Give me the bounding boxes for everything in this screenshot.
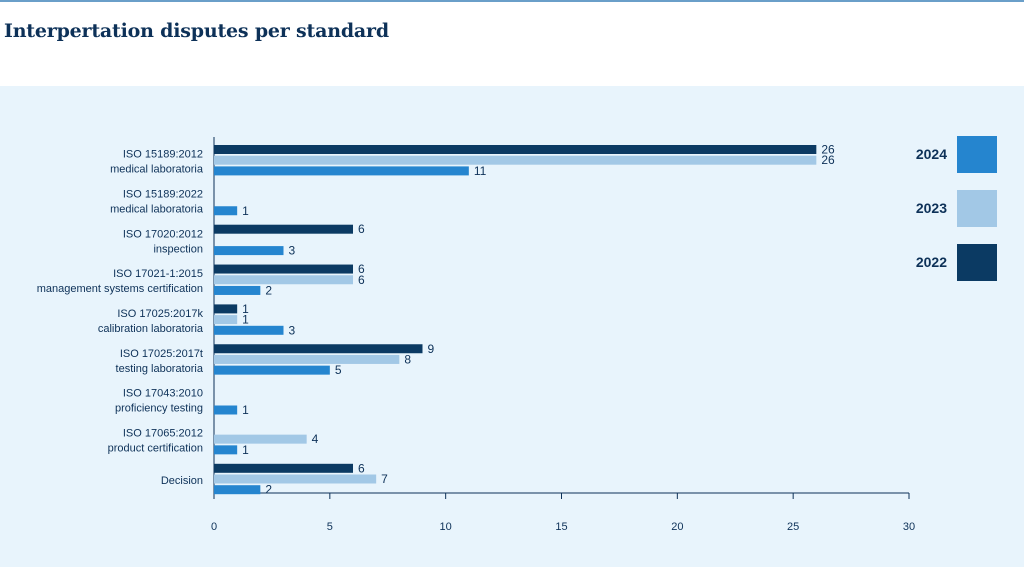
- x-tick-label: 15: [555, 521, 567, 533]
- bar-2024: [214, 206, 238, 216]
- top-rule: [0, 0, 1024, 2]
- x-tick-label: 10: [440, 521, 452, 533]
- value-label: 26: [821, 143, 835, 157]
- category-label: inspection: [153, 243, 203, 255]
- bar-2024: [214, 285, 261, 295]
- value-label: 6: [358, 222, 365, 236]
- category-label: calibration laboratoria: [98, 323, 204, 335]
- legend-swatch: [957, 136, 997, 173]
- bar-2022: [214, 224, 353, 234]
- value-label: 1: [242, 403, 249, 417]
- value-label: 3: [289, 323, 296, 337]
- category-label: product certification: [108, 443, 203, 455]
- value-label: 5: [335, 363, 342, 377]
- bar-2024: [214, 166, 469, 176]
- category-label: medical laboratoria: [110, 164, 204, 176]
- legend-label: 2022: [916, 254, 947, 270]
- bar-2024: [214, 445, 238, 455]
- value-label: 26: [821, 153, 835, 167]
- category-label: ISO 15189:2012: [123, 149, 203, 161]
- legend-swatch: [957, 244, 997, 281]
- page-title: Interpertation disputes per standard: [4, 20, 389, 42]
- bar-2024: [214, 325, 284, 335]
- x-tick-label: 5: [327, 521, 333, 533]
- category-label: ISO 17025:2017k: [117, 308, 203, 320]
- bar-2023: [214, 354, 400, 364]
- value-label: 11: [474, 164, 487, 178]
- value-label: 1: [242, 204, 249, 218]
- category-label: ISO 17025:2017t: [120, 348, 203, 360]
- bar-2022: [214, 145, 817, 154]
- x-tick-label: 20: [671, 521, 683, 533]
- category-label: ISO 17065:2012: [123, 428, 203, 440]
- value-label: 2: [265, 483, 272, 497]
- value-label: 4: [312, 432, 319, 446]
- value-label: 1: [242, 443, 249, 457]
- x-tick-label: 25: [787, 521, 799, 533]
- value-label: 1: [242, 302, 249, 316]
- value-label: 1: [242, 313, 249, 327]
- category-label: ISO 17043:2010: [123, 388, 203, 400]
- value-label: 8: [404, 352, 411, 366]
- bar-2024: [214, 365, 330, 375]
- legend-label: 2024: [916, 146, 947, 162]
- bar-2023: [214, 315, 238, 325]
- legend-label: 2023: [916, 200, 947, 216]
- category-label: Decision: [161, 475, 203, 487]
- category-label: ISO 17020:2012: [123, 228, 203, 240]
- value-label: 7: [381, 472, 388, 486]
- bar-2022: [214, 463, 353, 473]
- x-tick-label: 0: [211, 521, 217, 533]
- category-label: ISO 15189:2022: [123, 188, 203, 200]
- bar-2022: [214, 344, 423, 354]
- value-label: 6: [358, 262, 365, 276]
- category-label: medical laboratoria: [110, 203, 204, 215]
- value-label: 2: [265, 283, 272, 297]
- value-label: 6: [358, 273, 365, 287]
- value-label: 3: [289, 244, 296, 258]
- bar-2023: [214, 474, 377, 484]
- x-tick-label: 30: [903, 521, 915, 533]
- bar-2023: [214, 434, 307, 444]
- category-label: proficiency testing: [115, 403, 203, 415]
- bar-2022: [214, 264, 353, 274]
- category-label: ISO 17021-1:2015: [113, 268, 203, 280]
- chart-panel: [0, 86, 1024, 567]
- value-label: 6: [358, 461, 365, 475]
- bar-2024: [214, 405, 238, 415]
- bar-2023: [214, 155, 817, 165]
- category-label: management systems certification: [37, 283, 203, 295]
- category-label: testing laboratoria: [116, 363, 204, 375]
- legend-swatch: [957, 190, 997, 227]
- bar-2024: [214, 485, 261, 495]
- bar-2022: [214, 304, 238, 314]
- bar-2023: [214, 275, 353, 285]
- value-label: 9: [428, 342, 435, 356]
- bar-2024: [214, 246, 284, 256]
